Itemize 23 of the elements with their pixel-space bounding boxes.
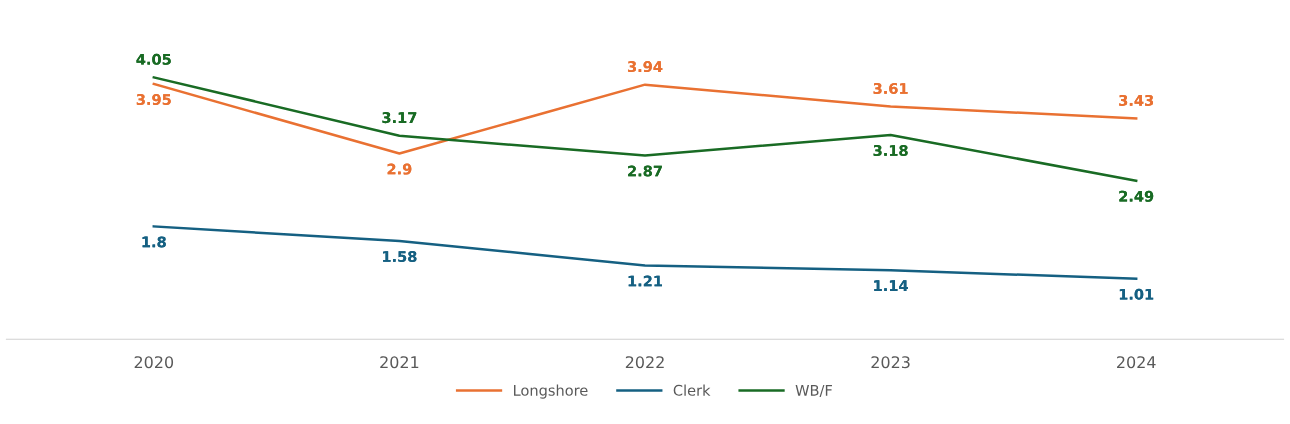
data-label: 3.43: [1119, 94, 1154, 106]
x-tick-label: 2024: [1117, 356, 1156, 369]
legend-label: WB/F: [795, 385, 832, 397]
data-label: 1.01: [1119, 288, 1154, 300]
data-label: 3.61: [873, 82, 908, 94]
data-label: 3.94: [627, 61, 663, 73]
data-label: 1.58: [383, 251, 417, 263]
data-label: 2.87: [628, 165, 662, 177]
data-label: 1.8: [142, 236, 166, 248]
x-tick-label: 2023: [871, 356, 910, 369]
data-label: 3.18: [873, 145, 908, 157]
data-label: 3.17: [382, 112, 417, 124]
legend-label: Longshore: [514, 384, 588, 399]
data-label: 1.14: [874, 280, 908, 291]
legend-label: Clerk: [673, 384, 711, 396]
data-label: 1.21: [628, 275, 662, 287]
data-label: 4.05: [136, 53, 171, 65]
data-label: 2.9: [387, 163, 412, 175]
x-tick-label: 2022: [625, 356, 664, 369]
x-tick-label: 2020: [134, 356, 174, 369]
x-tick-label: 2021: [380, 356, 419, 369]
data-label: 3.95: [136, 93, 171, 106]
data-label: 2.49: [1119, 190, 1154, 202]
